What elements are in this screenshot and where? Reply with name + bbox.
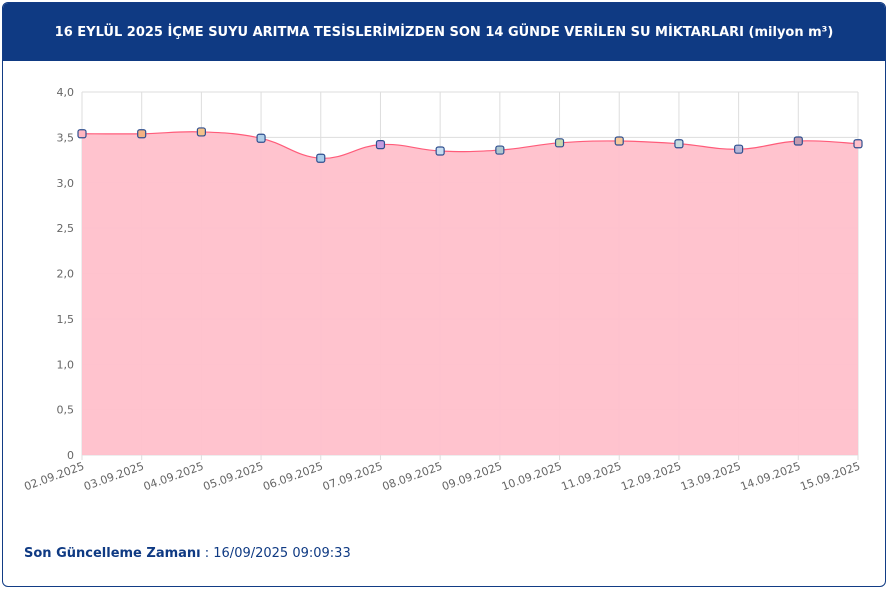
x-tick-label: 09.09.2025 <box>440 460 504 494</box>
data-point <box>316 153 326 163</box>
area-fill <box>82 131 858 455</box>
y-tick-label: 4,0 <box>57 86 75 99</box>
x-tick-label: 10.09.2025 <box>500 460 564 494</box>
data-point <box>137 129 147 139</box>
y-tick-label: 3,0 <box>57 177 75 190</box>
y-tick-label: 2,0 <box>57 268 75 281</box>
y-tick-label: 1,0 <box>57 358 75 371</box>
data-point <box>554 138 565 148</box>
x-tick-label: 03.09.2025 <box>82 460 146 494</box>
x-tick-label: 14.09.2025 <box>739 460 803 494</box>
x-tick-label: 05.09.2025 <box>201 460 265 494</box>
x-tick-label: 15.09.2025 <box>798 460 862 494</box>
data-point <box>196 127 206 137</box>
x-tick-label: 08.09.2025 <box>381 460 445 494</box>
x-tick-label: 07.09.2025 <box>321 460 385 494</box>
chart-title: 16 EYLÜL 2025 İÇME SUYU ARITMA TESİSLERİ… <box>3 3 885 61</box>
y-tick-label: 2,5 <box>57 222 75 235</box>
x-tick-label: 12.09.2025 <box>619 460 683 494</box>
x-tick-label: 04.09.2025 <box>142 460 206 494</box>
x-tick-label: 02.09.2025 <box>22 460 86 494</box>
data-point <box>734 144 744 154</box>
y-tick-label: 1,5 <box>57 313 75 326</box>
last-update: Son Güncelleme Zamanı : 16/09/2025 09:09… <box>24 546 351 561</box>
x-tick-label: 06.09.2025 <box>261 460 325 494</box>
data-point <box>435 146 445 156</box>
data-point <box>77 129 87 139</box>
data-point <box>495 145 505 155</box>
y-tick-label: 0 <box>67 449 74 462</box>
last-update-value: : 16/09/2025 09:09:33 <box>200 546 351 561</box>
y-tick-label: 3,5 <box>57 131 75 144</box>
x-tick-label: 11.09.2025 <box>560 460 624 494</box>
y-tick-label: 0,5 <box>57 404 75 417</box>
data-point <box>614 136 624 146</box>
data-point <box>375 140 386 150</box>
x-tick-label: 13.09.2025 <box>679 460 743 494</box>
data-point <box>256 133 266 143</box>
data-point <box>674 139 684 149</box>
area-chart: 0 0,5 1,0 1,5 2,0 2,5 3,0 3,5 4,0 02.09.202503.09… <box>22 86 863 494</box>
last-update-label: Son Güncelleme Zamanı <box>24 546 201 561</box>
data-point <box>793 136 803 146</box>
series-line <box>81 131 859 159</box>
data-point <box>853 139 863 149</box>
